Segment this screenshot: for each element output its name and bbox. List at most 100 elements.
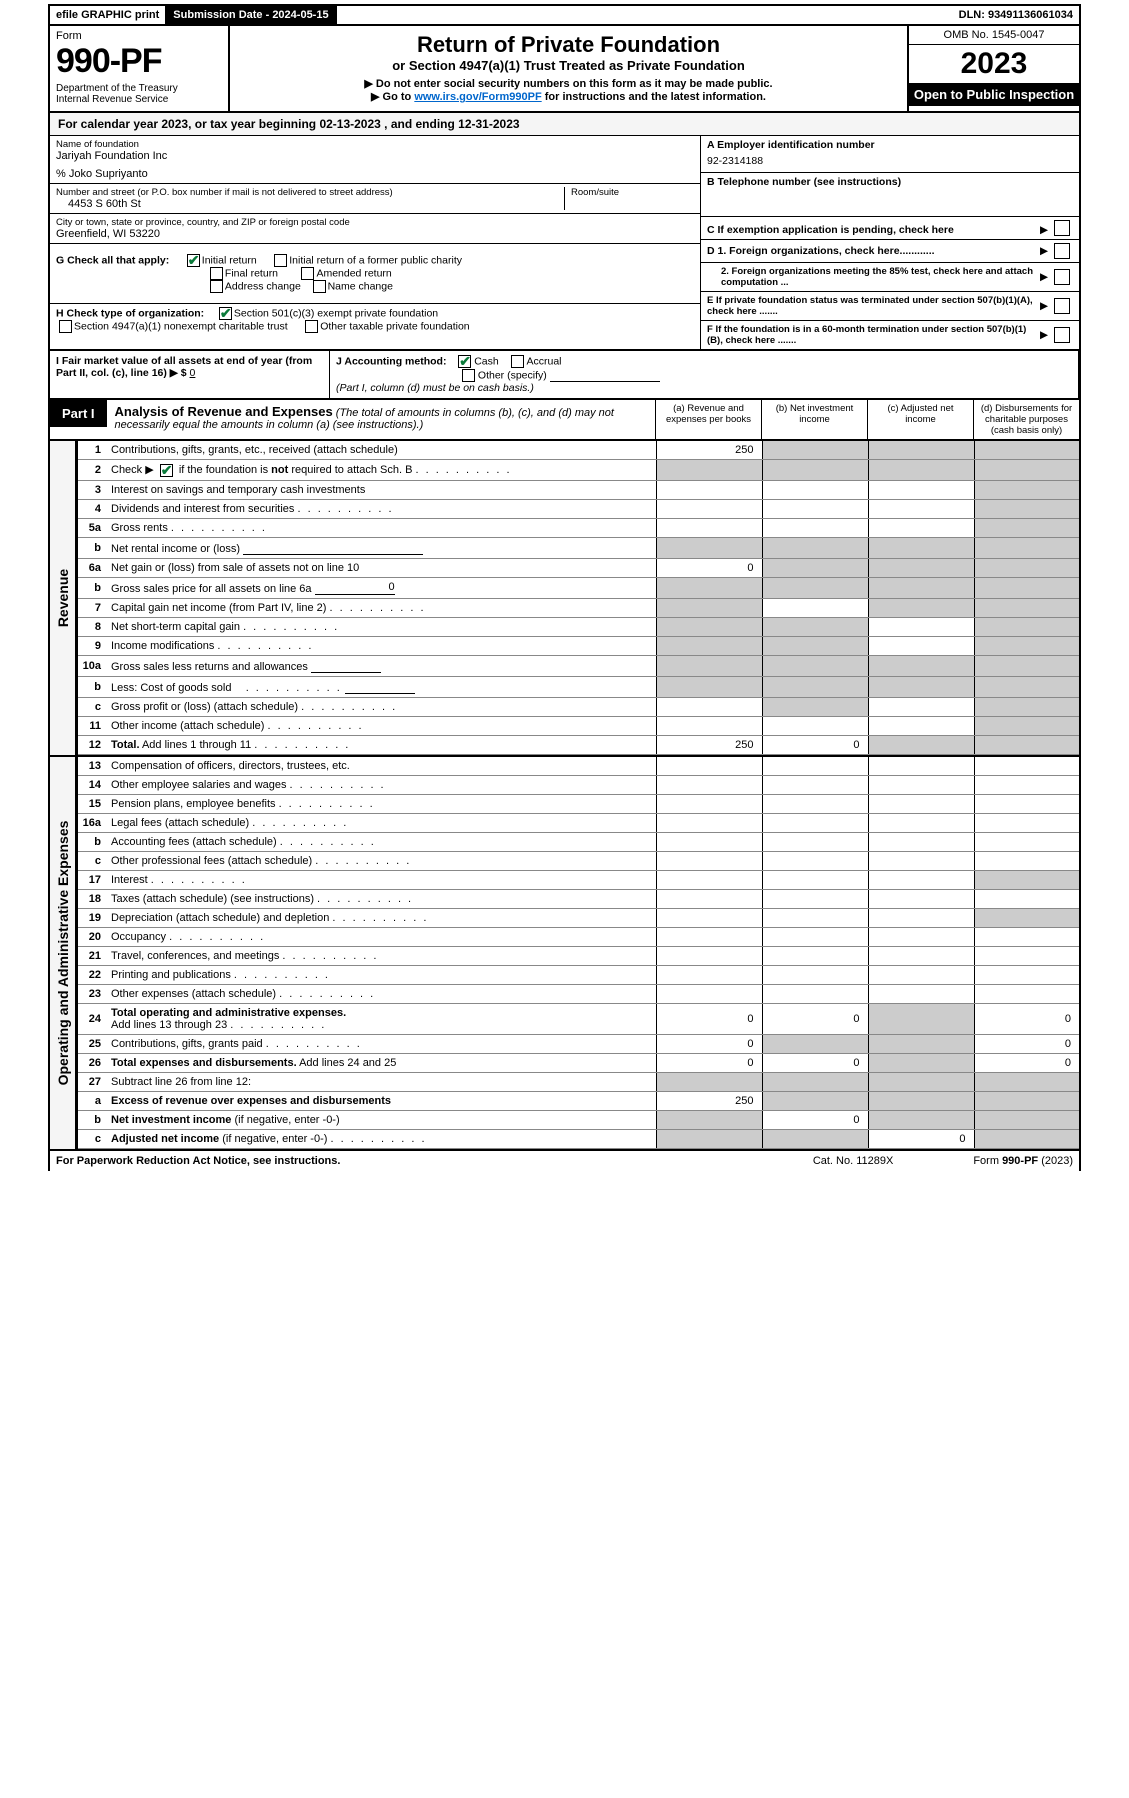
- part1-tab: Part I: [50, 400, 107, 427]
- line-22: 22 Printing and publications: [77, 965, 1080, 984]
- irs-link[interactable]: www.irs.gov/Form990PF: [414, 91, 541, 103]
- opt-namechg: Name change: [328, 280, 393, 292]
- line-27: 27 Subtract line 26 from line 12:: [77, 1072, 1080, 1091]
- j-note: (Part I, column (d) must be on cash basi…: [336, 382, 534, 394]
- page-footer: For Paperwork Reduction Act Notice, see …: [48, 1151, 1081, 1171]
- cb-f[interactable]: [1054, 327, 1070, 343]
- line-b: b Gross sales price for all assets on li…: [77, 577, 1080, 598]
- expenses-body: Operating and Administrative Expenses 13…: [48, 757, 1081, 1151]
- cb-final[interactable]: [210, 267, 223, 280]
- care-of: % Joko Supriyanto: [56, 168, 694, 180]
- opt-other: Other (specify): [478, 369, 547, 381]
- line-16a: 16a Legal fees (attach schedule): [77, 813, 1080, 832]
- row-i-j: I Fair market value of all assets at end…: [48, 351, 1081, 400]
- line-a: a Excess of revenue over expenses and di…: [77, 1091, 1080, 1110]
- d1-label: D 1. Foreign organizations, check here..…: [707, 245, 1040, 257]
- d2-label: 2. Foreign organizations meeting the 85%…: [721, 266, 1040, 288]
- revenue-side-label: Revenue: [48, 441, 76, 755]
- cb-4947[interactable]: [59, 320, 72, 333]
- city-label: City or town, state or province, country…: [56, 217, 694, 228]
- cb-other-tax[interactable]: [305, 320, 318, 333]
- cb-501c3[interactable]: [219, 307, 232, 320]
- cb-d1[interactable]: [1054, 243, 1070, 259]
- cb-initial-return[interactable]: [187, 254, 200, 267]
- note2-pre: ▶ Go to: [371, 91, 414, 103]
- dln: DLN: 93491136061034: [953, 6, 1079, 24]
- opt-accrual: Accrual: [527, 355, 562, 367]
- col-a-header: (a) Revenue and expenses per books: [655, 400, 761, 439]
- note-link: ▶ Go to www.irs.gov/Form990PF for instru…: [240, 90, 897, 103]
- line-c: c Adjusted net income (if negative, ente…: [77, 1129, 1080, 1148]
- line-c: c Other professional fees (attach schedu…: [77, 851, 1080, 870]
- line-4: 4 Dividends and interest from securities: [77, 499, 1080, 518]
- city-value: Greenfield, WI 53220: [56, 228, 694, 240]
- line-23: 23 Other expenses (attach schedule): [77, 984, 1080, 1003]
- omb-number: OMB No. 1545-0047: [909, 26, 1079, 45]
- j-label: J Accounting method:: [336, 355, 446, 367]
- line-b: b Less: Cost of goods sold: [77, 676, 1080, 697]
- address-label: Number and street (or P.O. box number if…: [56, 187, 564, 198]
- top-bar: efile GRAPHIC print Submission Date - 20…: [48, 4, 1081, 26]
- form-label: Form: [56, 30, 222, 42]
- tel-label: B Telephone number (see instructions): [707, 176, 1073, 188]
- e-label: E If private foundation status was termi…: [707, 295, 1040, 317]
- line-b: b Accounting fees (attach schedule): [77, 832, 1080, 851]
- footer-left: For Paperwork Reduction Act Notice, see …: [56, 1155, 340, 1167]
- opt-amended: Amended return: [316, 267, 391, 279]
- line-b: b Net rental income or (loss): [77, 537, 1080, 558]
- opt-addr: Address change: [225, 280, 301, 292]
- calendar-year-row: For calendar year 2023, or tax year begi…: [48, 113, 1081, 135]
- opt-cash: Cash: [474, 355, 499, 367]
- cb-initial-former[interactable]: [274, 254, 287, 267]
- note2-post: for instructions and the latest informat…: [542, 91, 766, 103]
- foundation-name: Jariyah Foundation Inc: [56, 150, 694, 162]
- opt-501c3: Section 501(c)(3) exempt private foundat…: [234, 307, 438, 319]
- ein-label: A Employer identification number: [707, 139, 1073, 151]
- cb-addr-change[interactable]: [210, 280, 223, 293]
- line-17: 17 Interest: [77, 870, 1080, 889]
- i-value: 0: [190, 367, 196, 379]
- address-value: 4453 S 60th St: [56, 198, 564, 210]
- footer-form: Form 990-PF (2023): [973, 1155, 1073, 1167]
- opt-final: Final return: [225, 267, 278, 279]
- opt-othertax: Other taxable private foundation: [320, 320, 469, 332]
- cb-d2[interactable]: [1054, 269, 1070, 285]
- cb-accrual[interactable]: [511, 355, 524, 368]
- g-label: G Check all that apply:: [56, 254, 169, 266]
- opt-initial: Initial return: [202, 254, 257, 266]
- name-label: Name of foundation: [56, 139, 694, 150]
- line-20: 20 Occupancy: [77, 927, 1080, 946]
- col-b-header: (b) Net investment income: [761, 400, 867, 439]
- form-header: Form 990-PF Department of the Treasury I…: [48, 26, 1081, 113]
- cb-name-change[interactable]: [313, 280, 326, 293]
- line-3: 3 Interest on savings and temporary cash…: [77, 480, 1080, 499]
- submission-date: Submission Date - 2024-05-15: [167, 6, 336, 24]
- tax-year: 2023: [909, 45, 1079, 83]
- line-6a: 6a Net gain or (loss) from sale of asset…: [77, 558, 1080, 577]
- i-label: I Fair market value of all assets at end…: [56, 355, 312, 379]
- note-ssn: ▶ Do not enter social security numbers o…: [240, 77, 897, 90]
- part1-body: Revenue 1 Contributions, gifts, grants, …: [48, 441, 1081, 757]
- cb-cash[interactable]: [458, 355, 471, 368]
- line-14: 14 Other employee salaries and wages: [77, 775, 1080, 794]
- info-block: Name of foundation Jariyah Foundation In…: [48, 135, 1081, 351]
- line-12: 12 Total. Add lines 1 through 11 250 0: [77, 735, 1080, 754]
- h-label: H Check type of organization:: [56, 307, 204, 319]
- dept-label: Department of the Treasury: [56, 83, 222, 94]
- line-10a: 10a Gross sales less returns and allowan…: [77, 655, 1080, 676]
- line-9: 9 Income modifications: [77, 636, 1080, 655]
- col-c-header: (c) Adjusted net income: [867, 400, 973, 439]
- ein-value: 92-2314188: [707, 151, 1073, 169]
- line-b: b Net investment income (if negative, en…: [77, 1110, 1080, 1129]
- cb-e[interactable]: [1054, 298, 1070, 314]
- line-11: 11 Other income (attach schedule): [77, 716, 1080, 735]
- opt-former: Initial return of a former public charit…: [289, 254, 462, 266]
- cb-c[interactable]: [1054, 220, 1070, 236]
- line-2: 2 Check ▶ if the foundation is not requi…: [77, 460, 1080, 481]
- line-26: 26 Total expenses and disbursements. Add…: [77, 1053, 1080, 1072]
- cb-amended[interactable]: [301, 267, 314, 280]
- line-1: 1 Contributions, gifts, grants, etc., re…: [77, 441, 1080, 460]
- f-label: F If the foundation is in a 60-month ter…: [707, 324, 1040, 346]
- cb-other-acct[interactable]: [462, 369, 475, 382]
- room-label: Room/suite: [571, 187, 694, 198]
